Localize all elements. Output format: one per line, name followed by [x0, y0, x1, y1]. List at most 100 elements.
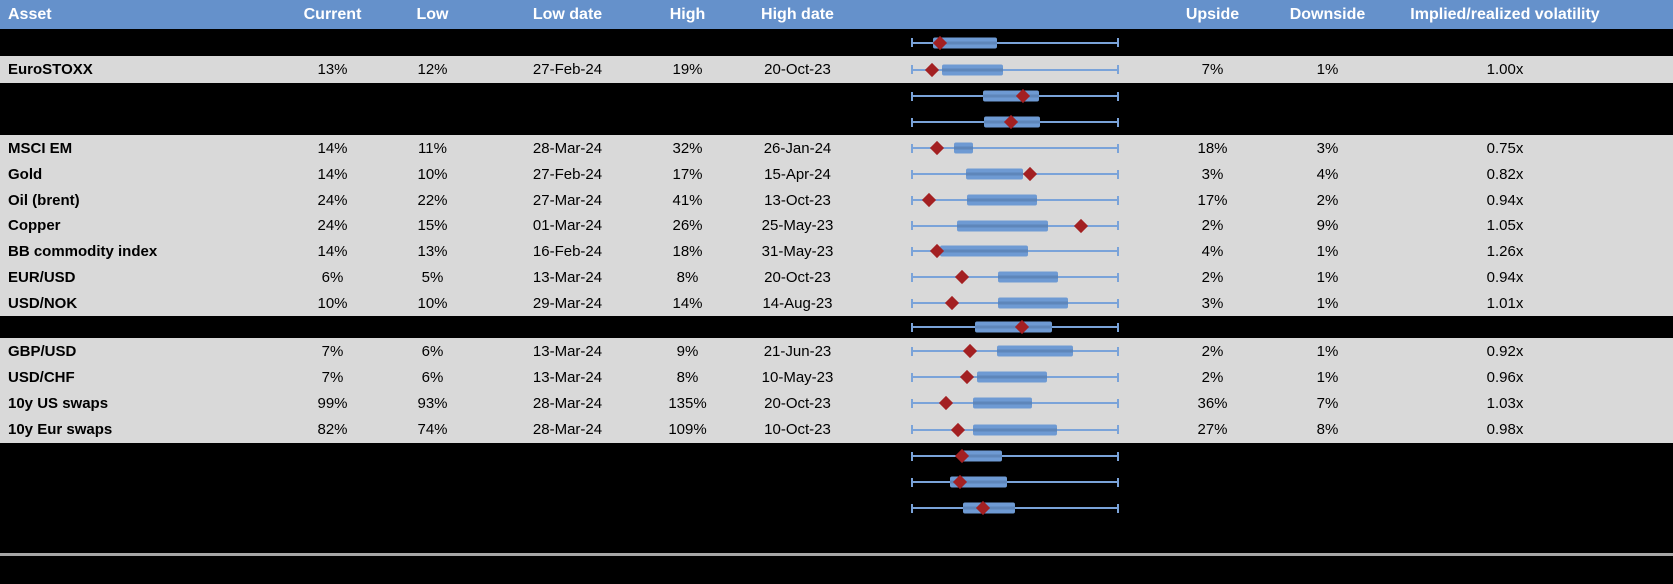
- cell-high-date: 25-May-23: [761, 217, 834, 234]
- cell-upside: [1160, 83, 1265, 109]
- filler-cell: [1620, 56, 1673, 83]
- whisker-cap-left: [911, 246, 913, 256]
- diamond-marker: [950, 422, 966, 437]
- range-box: [998, 297, 1068, 309]
- cell-asset: [0, 83, 290, 109]
- diamond-marker: [938, 395, 954, 411]
- table-row: USD/NOK 10% 10% 29-Mar-24 14% 14-Aug-23 3% 1% 1.…: [0, 290, 1673, 316]
- whisker-cap-right: [1117, 195, 1119, 205]
- boxplot-cell: [865, 135, 1160, 161]
- spacer-row: [0, 556, 1673, 584]
- cell-low: 15%: [417, 217, 448, 234]
- cell-implied: [1390, 83, 1620, 109]
- cell-downside: 1%: [1316, 294, 1339, 312]
- whisker-cap-right: [1117, 372, 1119, 382]
- cell-current: [290, 469, 375, 495]
- filler-cell: [1620, 316, 1673, 338]
- range-box: [960, 450, 1002, 462]
- cell-upside: 4%: [1201, 242, 1224, 260]
- cell-asset: [0, 469, 290, 495]
- cell-current: 99%: [317, 394, 348, 412]
- cell-implied: 0.94x: [1486, 268, 1524, 286]
- cell-current: 7%: [321, 368, 344, 386]
- cell-high: 17%: [672, 165, 703, 183]
- cell-high: 8%: [676, 368, 699, 386]
- whisker-cap-left: [911, 272, 913, 282]
- whisker-cap-left: [911, 298, 913, 308]
- cell-upside: 2%: [1201, 268, 1224, 286]
- cell-low-date: 01-Mar-24: [532, 217, 603, 234]
- cell-current: 14%: [317, 165, 348, 183]
- cell-high: 135%: [668, 394, 707, 412]
- filler-cell: [1620, 443, 1673, 469]
- cell-high: [645, 495, 730, 521]
- cell-asset: GBP/USD: [8, 342, 77, 360]
- cell-asset: 10y Eur swaps: [8, 421, 113, 438]
- boxplot-cell: [865, 364, 1160, 390]
- header-current: Current: [303, 5, 362, 23]
- table-row: 10y US swaps 99% 93% 28-Mar-24 135% 20-Oct-23…: [0, 390, 1673, 416]
- cell-upside: 2%: [1201, 342, 1224, 360]
- whisker-cap-right: [1117, 451, 1119, 461]
- chart-only-row: [0, 469, 1673, 495]
- cell-low-date: 13-Mar-24: [532, 268, 603, 286]
- cell-upside: 2%: [1201, 217, 1224, 234]
- cell-low-date: [490, 495, 645, 521]
- cell-low: [375, 469, 490, 495]
- range-box: [942, 64, 1003, 75]
- cell-low: 93%: [417, 394, 448, 412]
- cell-asset: USD/NOK: [8, 294, 78, 312]
- table-row: EuroSTOXX 13% 12% 27-Feb-24 19% 20-Oct-23 7% 1%…: [0, 56, 1673, 83]
- cell-upside: [1160, 316, 1265, 338]
- cell-downside: [1265, 109, 1390, 135]
- chart-only-row: [0, 495, 1673, 521]
- cell-asset: Oil (brent): [8, 191, 80, 209]
- cell-current: 6%: [321, 268, 344, 286]
- whisker-cap-left: [911, 322, 913, 332]
- diamond-marker: [954, 269, 970, 285]
- cell-low-date: 27-Feb-24: [532, 61, 603, 78]
- whisker-cap-right: [1117, 117, 1119, 127]
- chart-only-row: [0, 316, 1673, 338]
- cell-implied: 1.03x: [1486, 394, 1524, 412]
- boxplot-cell: [865, 161, 1160, 187]
- cell-low: 10%: [417, 294, 448, 312]
- cell-high-date: [730, 316, 865, 338]
- cell-downside: 1%: [1316, 268, 1339, 286]
- whisker-cap-left: [911, 143, 913, 153]
- boxplot-cell: [865, 316, 1160, 338]
- filler-cell: [1620, 495, 1673, 521]
- cell-implied: [1390, 469, 1620, 495]
- range-box: [933, 37, 997, 48]
- cell-high-date: 15-Apr-24: [764, 165, 831, 183]
- cell-high: 18%: [672, 242, 703, 260]
- table-row: Oil (brent) 24% 22% 27-Mar-24 41% 13-Oct-23 17…: [0, 187, 1673, 213]
- boxplot-cell: [865, 338, 1160, 364]
- table-row: MSCI EM 14% 11% 28-Mar-24 32% 26-Jan-24 18% 3% 0…: [0, 135, 1673, 161]
- whisker-cap-left: [911, 346, 913, 356]
- whisker-cap-left: [911, 169, 913, 179]
- cell-low-date: 13-Mar-24: [532, 342, 603, 360]
- cell-low: [375, 109, 490, 135]
- table-row: Copper 24% 15% 01-Mar-24 26% 25-May-23 2% 9% 1.0…: [0, 213, 1673, 238]
- cell-low-date: 27-Feb-24: [532, 165, 603, 183]
- whisker-cap-left: [911, 195, 913, 205]
- cell-high-date: [730, 29, 865, 56]
- header-downside: Downside: [1289, 5, 1366, 23]
- cell-low: 11%: [418, 139, 447, 157]
- boxplot-cell: [865, 290, 1160, 316]
- whisker-cap-left: [911, 221, 913, 230]
- cell-high: 9%: [676, 342, 699, 360]
- cell-low-date: 28-Mar-24: [532, 421, 603, 438]
- boxplot-cell: [865, 56, 1160, 83]
- header-chart-spacer: [865, 0, 1160, 29]
- whisker-cap-left: [911, 451, 913, 461]
- cell-current: [290, 109, 375, 135]
- cell-current: 24%: [317, 191, 348, 209]
- cell-high-date: 20-Oct-23: [764, 61, 831, 78]
- cell-low: 74%: [417, 421, 448, 438]
- boxplot-cell: [865, 264, 1160, 290]
- diamond-marker: [924, 62, 940, 77]
- cell-implied: [1390, 316, 1620, 338]
- cell-asset: [0, 495, 290, 521]
